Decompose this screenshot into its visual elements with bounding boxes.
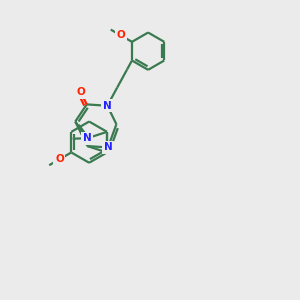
Text: O: O [116, 31, 125, 40]
Text: O: O [76, 87, 85, 97]
Text: O: O [55, 154, 64, 164]
Text: N: N [103, 101, 112, 111]
Text: N: N [83, 133, 92, 143]
Text: N: N [103, 142, 112, 152]
